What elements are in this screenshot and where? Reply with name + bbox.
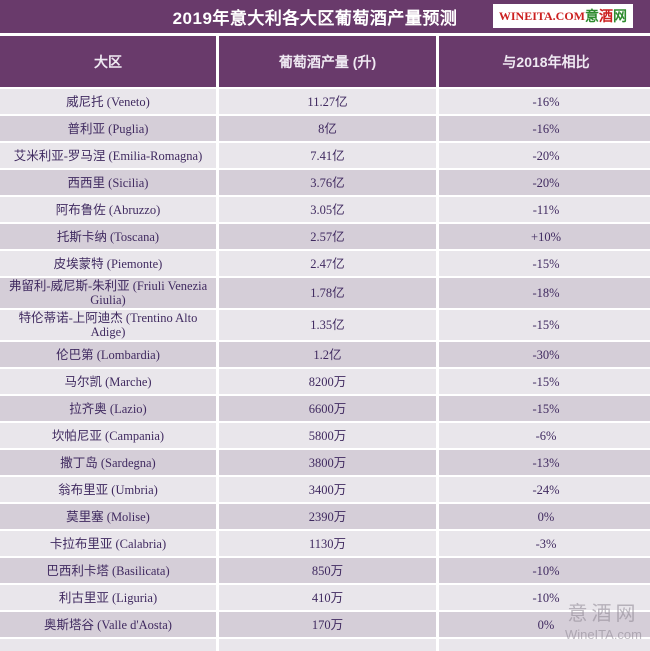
region-cell: 托斯卡纳 (Toscana) [0, 224, 216, 249]
column-header-production: 葡萄酒产量 (升) [219, 36, 436, 87]
change-cell: -15% [439, 369, 650, 394]
change-cell: -15% [439, 310, 650, 340]
table-row: 威尼托 (Veneto) 11.27亿 -16% [0, 89, 650, 114]
change-cell: -24% [439, 477, 650, 502]
change-cell: -3% [439, 531, 650, 556]
page-title: 2019年意大利各大区葡萄酒产量预测 [172, 9, 458, 28]
production-cell: 170万 [219, 612, 436, 637]
production-cell: 8亿 [219, 116, 436, 141]
logo-cn-char-1: 意 [585, 10, 599, 25]
production-cell: 8200万 [219, 369, 436, 394]
region-cell: 威尼托 (Veneto) [0, 89, 216, 114]
table-row: 托斯卡纳 (Toscana) 2.57亿 +10% [0, 224, 650, 249]
table-row: 马尔凯 (Marche) 8200万 -15% [0, 369, 650, 394]
table-row: 拉齐奥 (Lazio) 6600万 -15% [0, 396, 650, 421]
change-cell: 0% [439, 612, 650, 637]
production-cell: 3.05亿 [219, 197, 436, 222]
change-cell: -6% [439, 423, 650, 448]
region-cell: 弗留利-威尼斯-朱利亚 (Friuli Venezia Giulia) [0, 278, 216, 308]
table-row: 利古里亚 (Liguria) 410万 -10% [0, 585, 650, 610]
table-row: 翁布里亚 (Umbria) 3400万 -24% [0, 477, 650, 502]
change-cell: 0% [439, 504, 650, 529]
table-row: 特伦蒂诺-上阿迪杰 (Trentino Alto Adige) 1.35亿 -15% [0, 310, 650, 340]
region-cell: 西西里 (Sicilia) [0, 170, 216, 195]
table-row: 普利亚 (Puglia) 8亿 -16% [0, 116, 650, 141]
table-row: 坎帕尼亚 (Campania) 5800万 -6% [0, 423, 650, 448]
logo-cn-char-3: 网 [613, 10, 627, 25]
table-row: 莫里塞 (Molise) 2390万 0% [0, 504, 650, 529]
table-row: 卡拉布里亚 (Calabria) 1130万 -3% [0, 531, 650, 556]
change-cell: -10% [439, 558, 650, 583]
region-cell: 艾米利亚-罗马涅 (Emilia-Romagna) [0, 143, 216, 168]
region-cell: 利古里亚 (Liguria) [0, 585, 216, 610]
table-body: 威尼托 (Veneto) 11.27亿 -16% 普利亚 (Puglia) 8亿 -16%… [0, 89, 650, 637]
production-cell: 1.2亿 [219, 342, 436, 367]
production-cell: 6600万 [219, 396, 436, 421]
change-cell: -13% [439, 450, 650, 475]
production-cell: 7.41亿 [219, 143, 436, 168]
region-cell: 巴西利卡塔 (Basilicata) [0, 558, 216, 583]
change-cell: -18% [439, 278, 650, 308]
column-header-region: 大区 [0, 36, 216, 87]
region-cell: 普利亚 (Puglia) [0, 116, 216, 141]
table-row: 艾米利亚-罗马涅 (Emilia-Romagna) 7.41亿 -20% [0, 143, 650, 168]
table-header-row: 大区 葡萄酒产量 (升) 与2018年相比 [0, 36, 650, 87]
change-cell: -15% [439, 396, 650, 421]
change-cell: +10% [439, 224, 650, 249]
production-cell: 2.47亿 [219, 251, 436, 276]
region-cell: 皮埃蒙特 (Piemonte) [0, 251, 216, 276]
wineita-logo[interactable]: WINEITA.COM 意酒网 [492, 4, 633, 28]
change-cell: -15% [439, 251, 650, 276]
production-cell: 410万 [219, 585, 436, 610]
change-cell: -16% [439, 89, 650, 114]
production-cell: 11.27亿 [219, 89, 436, 114]
region-cell: 卡拉布里亚 (Calabria) [0, 531, 216, 556]
production-cell: 3800万 [219, 450, 436, 475]
region-cell: 坎帕尼亚 (Campania) [0, 423, 216, 448]
region-cell: 阿布鲁佐 (Abruzzo) [0, 197, 216, 222]
region-cell: 拉齐奥 (Lazio) [0, 396, 216, 421]
logo-cn-char-2: 酒 [599, 10, 613, 25]
table-row: 西西里 (Sicilia) 3.76亿 -20% [0, 170, 650, 195]
table-row: 奥斯塔谷 (Valle d'Aosta) 170万 0% [0, 612, 650, 637]
title-bar: 2019年意大利各大区葡萄酒产量预测 WINEITA.COM 意酒网 [0, 0, 650, 33]
production-cell: 2.57亿 [219, 224, 436, 249]
production-cell: 5800万 [219, 423, 436, 448]
production-cell: 2390万 [219, 504, 436, 529]
production-cell: 1.35亿 [219, 310, 436, 340]
production-cell: 850万 [219, 558, 436, 583]
table-row: 撒丁岛 (Sardegna) 3800万 -13% [0, 450, 650, 475]
change-cell: -20% [439, 170, 650, 195]
region-cell: 特伦蒂诺-上阿迪杰 (Trentino Alto Adige) [0, 310, 216, 340]
region-cell: 奥斯塔谷 (Valle d'Aosta) [0, 612, 216, 637]
production-cell: 3400万 [219, 477, 436, 502]
region-cell: 马尔凯 (Marche) [0, 369, 216, 394]
production-cell: 3.76亿 [219, 170, 436, 195]
production-cell: 1130万 [219, 531, 436, 556]
production-cell: 1.78亿 [219, 278, 436, 308]
region-cell: 莫里塞 (Molise) [0, 504, 216, 529]
region-cell: 翁布里亚 (Umbria) [0, 477, 216, 502]
change-cell: -20% [439, 143, 650, 168]
table-row: 弗留利-威尼斯-朱利亚 (Friuli Venezia Giulia) 1.78亿… [0, 278, 650, 308]
change-cell: -11% [439, 197, 650, 222]
next-row-sliver [0, 639, 650, 651]
table-row: 阿布鲁佐 (Abruzzo) 3.05亿 -11% [0, 197, 650, 222]
change-cell: -16% [439, 116, 650, 141]
region-cell: 伦巴第 (Lombardia) [0, 342, 216, 367]
change-cell: -10% [439, 585, 650, 610]
region-cell: 撒丁岛 (Sardegna) [0, 450, 216, 475]
column-header-change: 与2018年相比 [439, 36, 650, 87]
table-row: 伦巴第 (Lombardia) 1.2亿 -30% [0, 342, 650, 367]
change-cell: -30% [439, 342, 650, 367]
logo-latin-text: WINEITA.COM [498, 8, 585, 23]
table-row: 巴西利卡塔 (Basilicata) 850万 -10% [0, 558, 650, 583]
table-row: 皮埃蒙特 (Piemonte) 2.47亿 -15% [0, 251, 650, 276]
